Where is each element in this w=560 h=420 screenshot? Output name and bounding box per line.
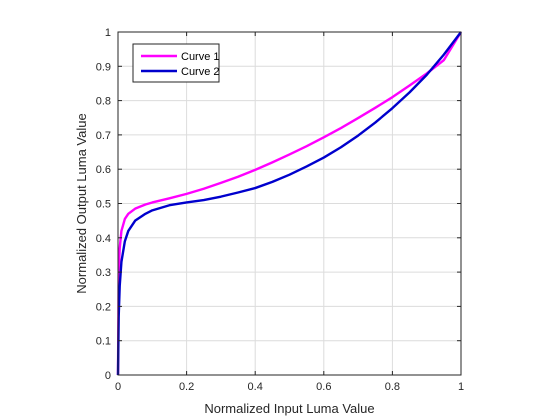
y-tick-label: 0.7 [96,130,111,142]
tick-layer: 0 0.2 0.4 0.6 0.8 1 0 0.1 0.2 0.3 0.4 0.5 0.6 0.7 0.8 0… [96,27,464,393]
x-tick-label: 0.6 [316,381,331,393]
y-tick-label: 0.2 [96,301,111,313]
y-tick-label: 0.6 [96,164,111,176]
x-tick-label: 0.2 [179,381,194,393]
legend-label-2: Curve 2 [181,66,220,78]
y-tick-label: 0.4 [96,233,111,245]
y-tick-label: 0.9 [96,61,111,73]
series-line-1 [116,31,463,376]
x-tick-label: 0 [115,381,121,393]
y-tick-label: 0.1 [96,336,111,348]
y-tick-label: 0.8 [96,96,111,108]
series-layer [116,31,463,376]
y-axis-label: Normalized Output Luma Value [74,113,89,293]
x-tick-label: 1 [458,381,464,393]
legend-label-1: Curve 1 [181,51,220,63]
y-tick-label: 0.3 [96,267,111,279]
y-tick-label: 0 [105,370,111,382]
legend: Curve 1 Curve 2 [132,43,220,83]
x-tick-label: 0.8 [385,381,400,393]
legend-box [132,43,220,83]
x-axis-label: Normalized Input Luma Value [204,401,374,416]
y-tick-label: 1 [105,27,111,39]
x-tick-label: 0.4 [248,381,263,393]
y-tick-label: 0.5 [96,199,111,211]
grid [117,31,462,376]
series-line-2 [116,31,462,376]
